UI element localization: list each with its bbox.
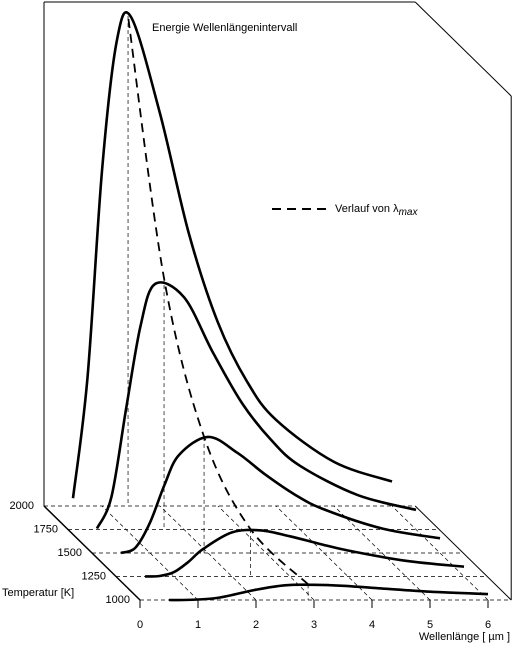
frame-edge bbox=[414, 1, 512, 97]
energy-curve bbox=[120, 435, 441, 555]
x-tick-label: 5 bbox=[427, 619, 433, 631]
z-tick-label: 1500 bbox=[58, 547, 82, 559]
x-axis-label: Wellenlänge [ µm ] bbox=[419, 631, 510, 643]
energy-curve bbox=[71, 11, 393, 499]
x-grid-line bbox=[275, 505, 373, 601]
x-tick-label: 4 bbox=[369, 619, 375, 631]
energy-curve bbox=[95, 281, 417, 530]
chart-title: Energie Wellenlängenintervall bbox=[152, 22, 297, 34]
z-tick-label: 1250 bbox=[82, 570, 106, 582]
x-tick-label: 1 bbox=[195, 619, 201, 631]
x-tick-label: 0 bbox=[137, 619, 143, 631]
z-tick-label: 1750 bbox=[34, 523, 58, 535]
x-grid-line bbox=[391, 505, 489, 601]
legend-subscript: max bbox=[399, 207, 419, 218]
z-tick-label: 1000 bbox=[106, 594, 130, 606]
z-tick-label: 2000 bbox=[10, 500, 34, 512]
legend-label: Verlauf von λmax bbox=[335, 203, 418, 218]
legend-text: Verlauf von λ bbox=[335, 203, 399, 215]
energy-curve bbox=[144, 528, 465, 578]
frame-edge bbox=[414, 505, 512, 601]
x-grid-line bbox=[159, 505, 257, 601]
x-tick-label: 3 bbox=[311, 619, 317, 631]
x-grid-line bbox=[333, 505, 431, 601]
x-tick-label: 6 bbox=[485, 619, 491, 631]
z-axis-label: Temperatur [K] bbox=[2, 587, 74, 599]
peak-line bbox=[127, 15, 309, 585]
x-grid-line bbox=[101, 505, 199, 601]
x-tick-label: 2 bbox=[253, 619, 259, 631]
energy-curve bbox=[168, 583, 489, 602]
x-grid-line bbox=[43, 505, 141, 601]
